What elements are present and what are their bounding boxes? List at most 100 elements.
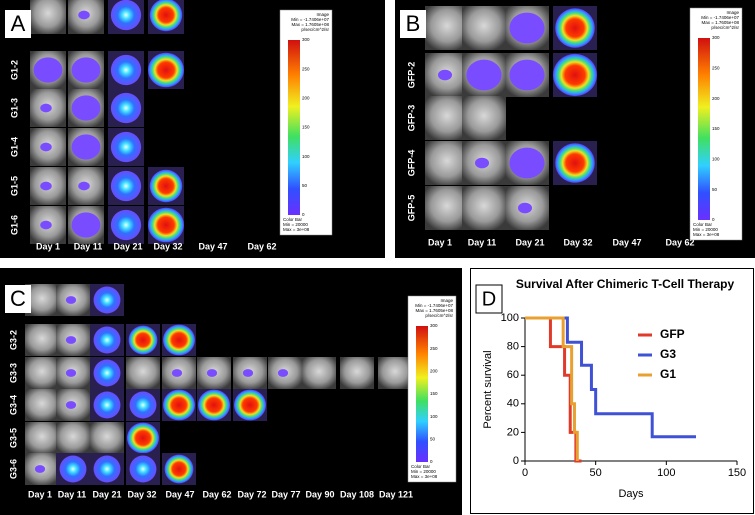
- signal-blob: [110, 209, 142, 241]
- colorbar-footer: Max = 3e+08: [693, 232, 720, 237]
- day-label: Day 121: [379, 489, 413, 499]
- signal-blob: [198, 389, 230, 421]
- day-label: Day 47: [198, 241, 227, 251]
- image-tile: [25, 422, 59, 454]
- colorbar-tick: 0: [302, 212, 305, 217]
- day-label: Day 32: [127, 489, 156, 499]
- signal-blob: [474, 157, 490, 169]
- colorbar-tick: 250: [430, 346, 438, 351]
- x-axis-label: Days: [618, 488, 644, 500]
- legend-label: GFP: [660, 327, 685, 341]
- row-label: G3-6: [8, 459, 18, 479]
- row-label: G1-4: [9, 137, 19, 157]
- signal-blob: [555, 8, 595, 48]
- image-tile: [25, 324, 59, 356]
- panel-label-box: [5, 10, 31, 38]
- colorbar-tick: 50: [430, 437, 436, 442]
- chart-panel: [470, 268, 754, 514]
- signal-blob: [110, 170, 142, 202]
- signal-blob: [149, 0, 183, 32]
- colorbar-footer: Color Bar: [283, 217, 303, 222]
- signal-blob: [65, 401, 77, 409]
- image-tile: [56, 422, 90, 454]
- colorbar-box: [689, 7, 743, 241]
- x-tick-label: 150: [728, 467, 746, 479]
- panel-label: A: [11, 11, 26, 36]
- image-tile: [425, 186, 469, 230]
- colorbar-header: Image: [316, 12, 329, 17]
- signal-blob: [59, 455, 87, 483]
- colorbar-tick: 200: [302, 96, 310, 101]
- signal-blob: [40, 142, 52, 152]
- y-tick-label: 60: [507, 369, 519, 381]
- row-label: G1-3: [9, 98, 19, 118]
- signal-blob: [110, 0, 142, 31]
- signal-blob: [93, 391, 121, 419]
- day-label: Day 77: [271, 489, 300, 499]
- image-tile: [378, 357, 412, 389]
- image-tile: [302, 357, 336, 389]
- colorbar-tick: 100: [712, 157, 720, 162]
- survival-line: [525, 316, 579, 461]
- row-label: GFP-4: [406, 150, 416, 177]
- signal-blob: [65, 296, 77, 304]
- day-label: Day 62: [665, 237, 694, 247]
- signal-blob: [148, 52, 184, 88]
- y-tick-label: 100: [501, 312, 519, 324]
- panel-label-box: [400, 10, 426, 38]
- colorbar-tick: 200: [712, 96, 720, 101]
- signal-blob: [242, 369, 254, 377]
- signal-blob: [555, 143, 595, 183]
- signal-blob: [128, 325, 158, 355]
- row-label: G1-2: [9, 60, 19, 80]
- colorbar-header: Max = 1.7605e+08: [701, 20, 739, 25]
- panel-label: C: [10, 286, 26, 311]
- colorbar-header: Min = -1.7406e+07: [291, 17, 329, 22]
- day-label: Day 47: [612, 237, 641, 247]
- signal-blob: [71, 212, 101, 238]
- signal-blob: [553, 53, 597, 97]
- day-label: Day 11: [468, 237, 497, 247]
- day-label: Day 62: [247, 241, 276, 251]
- colorbar-gradient: [698, 38, 710, 220]
- colorbar-tick: 250: [712, 66, 720, 71]
- signal-blob: [164, 454, 194, 484]
- colorbar-tick: 300: [430, 323, 438, 328]
- image-tile: [25, 389, 59, 421]
- signal-blob: [71, 134, 101, 160]
- signal-blob: [509, 12, 545, 44]
- colorbar-header: Max = 1.7605e+08: [291, 22, 329, 27]
- day-label: Day 1: [28, 489, 52, 499]
- x-tick-label: 50: [590, 467, 602, 479]
- signal-blob: [40, 220, 52, 230]
- colorbar-tick: 0: [712, 217, 715, 222]
- signal-blob: [40, 103, 52, 113]
- signal-blob: [509, 59, 545, 91]
- legend-label: G1: [660, 367, 676, 381]
- colorbar-tick: 0: [430, 459, 433, 464]
- row-label: G3-3: [8, 363, 18, 383]
- signal-blob: [129, 455, 157, 483]
- colorbar-box: [279, 9, 333, 236]
- signal-blob: [129, 391, 157, 419]
- signal-blob: [34, 465, 46, 473]
- colorbar-header: Image: [726, 10, 739, 15]
- image-tile: [462, 96, 506, 140]
- legend-label: G3: [660, 347, 676, 361]
- colorbar-header: p/sec/cm^2/sr: [711, 25, 739, 30]
- colorbar-tick: 300: [302, 37, 310, 42]
- colorbar-footer: Min = 20000: [283, 222, 308, 227]
- colorbar-gradient: [416, 326, 428, 462]
- row-label: GFP-5: [406, 195, 416, 222]
- day-label: Day 11: [74, 241, 103, 251]
- signal-blob: [148, 207, 184, 243]
- signal-blob: [163, 324, 195, 356]
- colorbar-gradient: [288, 40, 300, 215]
- signal-blob: [78, 10, 90, 20]
- colorbar-tick: 150: [302, 125, 310, 130]
- row-label: GFP-2: [406, 62, 416, 89]
- day-label: Day 108: [340, 489, 374, 499]
- colorbar-footer: Color Bar: [411, 464, 431, 469]
- panel-label: B: [406, 11, 421, 36]
